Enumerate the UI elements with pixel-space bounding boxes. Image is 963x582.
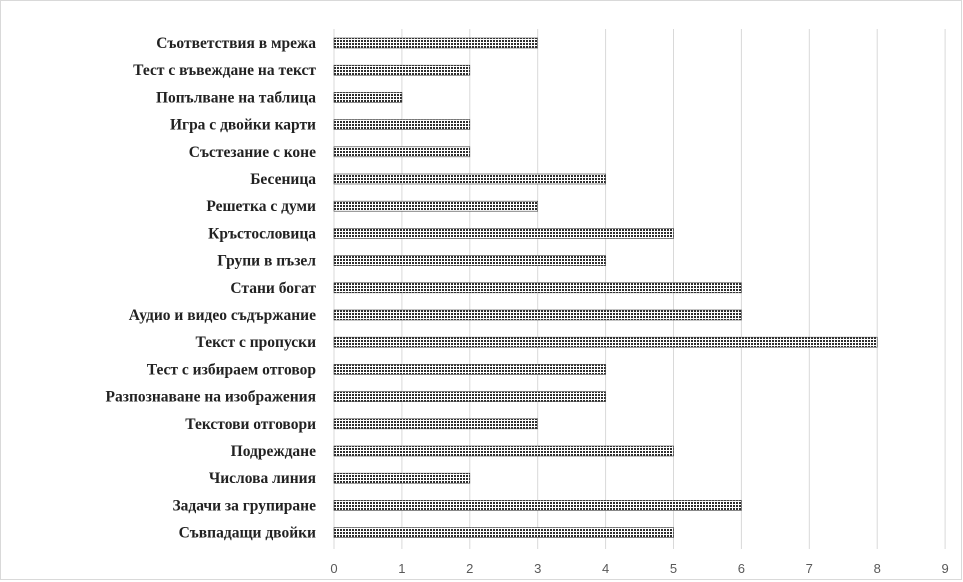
- bar: [333, 500, 742, 511]
- category-label: Бесеница: [250, 171, 316, 188]
- bar: [333, 92, 403, 103]
- x-tick-label: 6: [738, 561, 745, 576]
- category-label: Тест с избираем отговор: [147, 361, 316, 378]
- category-label: Задачи за групиране: [172, 497, 316, 514]
- bar: [333, 445, 674, 457]
- bar: [333, 64, 471, 76]
- bar: [333, 255, 606, 266]
- category-label: Съответствия в мрежа: [156, 35, 316, 52]
- bar: [333, 119, 471, 130]
- category-labels: Съответствия в мрежа Тест с въвеждане на …: [106, 35, 317, 542]
- x-tick-label: 1: [398, 561, 405, 576]
- category-label: Текстови отговори: [185, 416, 316, 433]
- x-tick-label: 2: [466, 561, 473, 576]
- x-tick-labels: 0 1 2 3 4 5 6 7 8 9: [330, 561, 948, 576]
- bar: [333, 472, 471, 484]
- x-tick-label: 8: [874, 561, 881, 576]
- category-label: Решетка с думи: [206, 198, 316, 215]
- x-tick-label: 3: [534, 561, 541, 576]
- bar: [333, 200, 538, 212]
- bar: [333, 418, 538, 430]
- category-label: Тест с въвеждане на текст: [133, 62, 316, 79]
- bar: [333, 37, 538, 49]
- bar: [333, 364, 606, 375]
- category-label: Аудио и видео съдържание: [129, 307, 316, 324]
- bar: [333, 336, 878, 348]
- x-tick-label: 9: [941, 561, 948, 576]
- bar: [333, 309, 742, 321]
- category-label: Групи в пъзел: [217, 253, 316, 270]
- category-label: Разпознаване на изображения: [106, 389, 317, 406]
- category-label: Числова линия: [209, 470, 316, 487]
- x-tick-label: 5: [670, 561, 677, 576]
- x-tick-label: 7: [806, 561, 813, 576]
- bar: [333, 391, 606, 402]
- x-tick-label: 0: [330, 561, 337, 576]
- bars: [333, 37, 878, 538]
- category-label: Състезание с коне: [189, 144, 316, 161]
- x-tick-label: 4: [602, 561, 609, 576]
- bar: [333, 228, 674, 239]
- bar: [333, 173, 606, 185]
- bar: [333, 527, 674, 538]
- category-label: Попълване на таблица: [156, 89, 316, 106]
- category-label: Текст с пропуски: [195, 334, 316, 351]
- bar: [333, 282, 742, 294]
- category-label: Игра с двойки карти: [170, 117, 316, 134]
- category-label: Съвпадащи двойки: [179, 525, 316, 542]
- category-label: Кръстословица: [208, 225, 316, 242]
- bar: [333, 146, 471, 158]
- category-label: Стани богат: [230, 280, 316, 297]
- category-label: Подреждане: [231, 443, 316, 460]
